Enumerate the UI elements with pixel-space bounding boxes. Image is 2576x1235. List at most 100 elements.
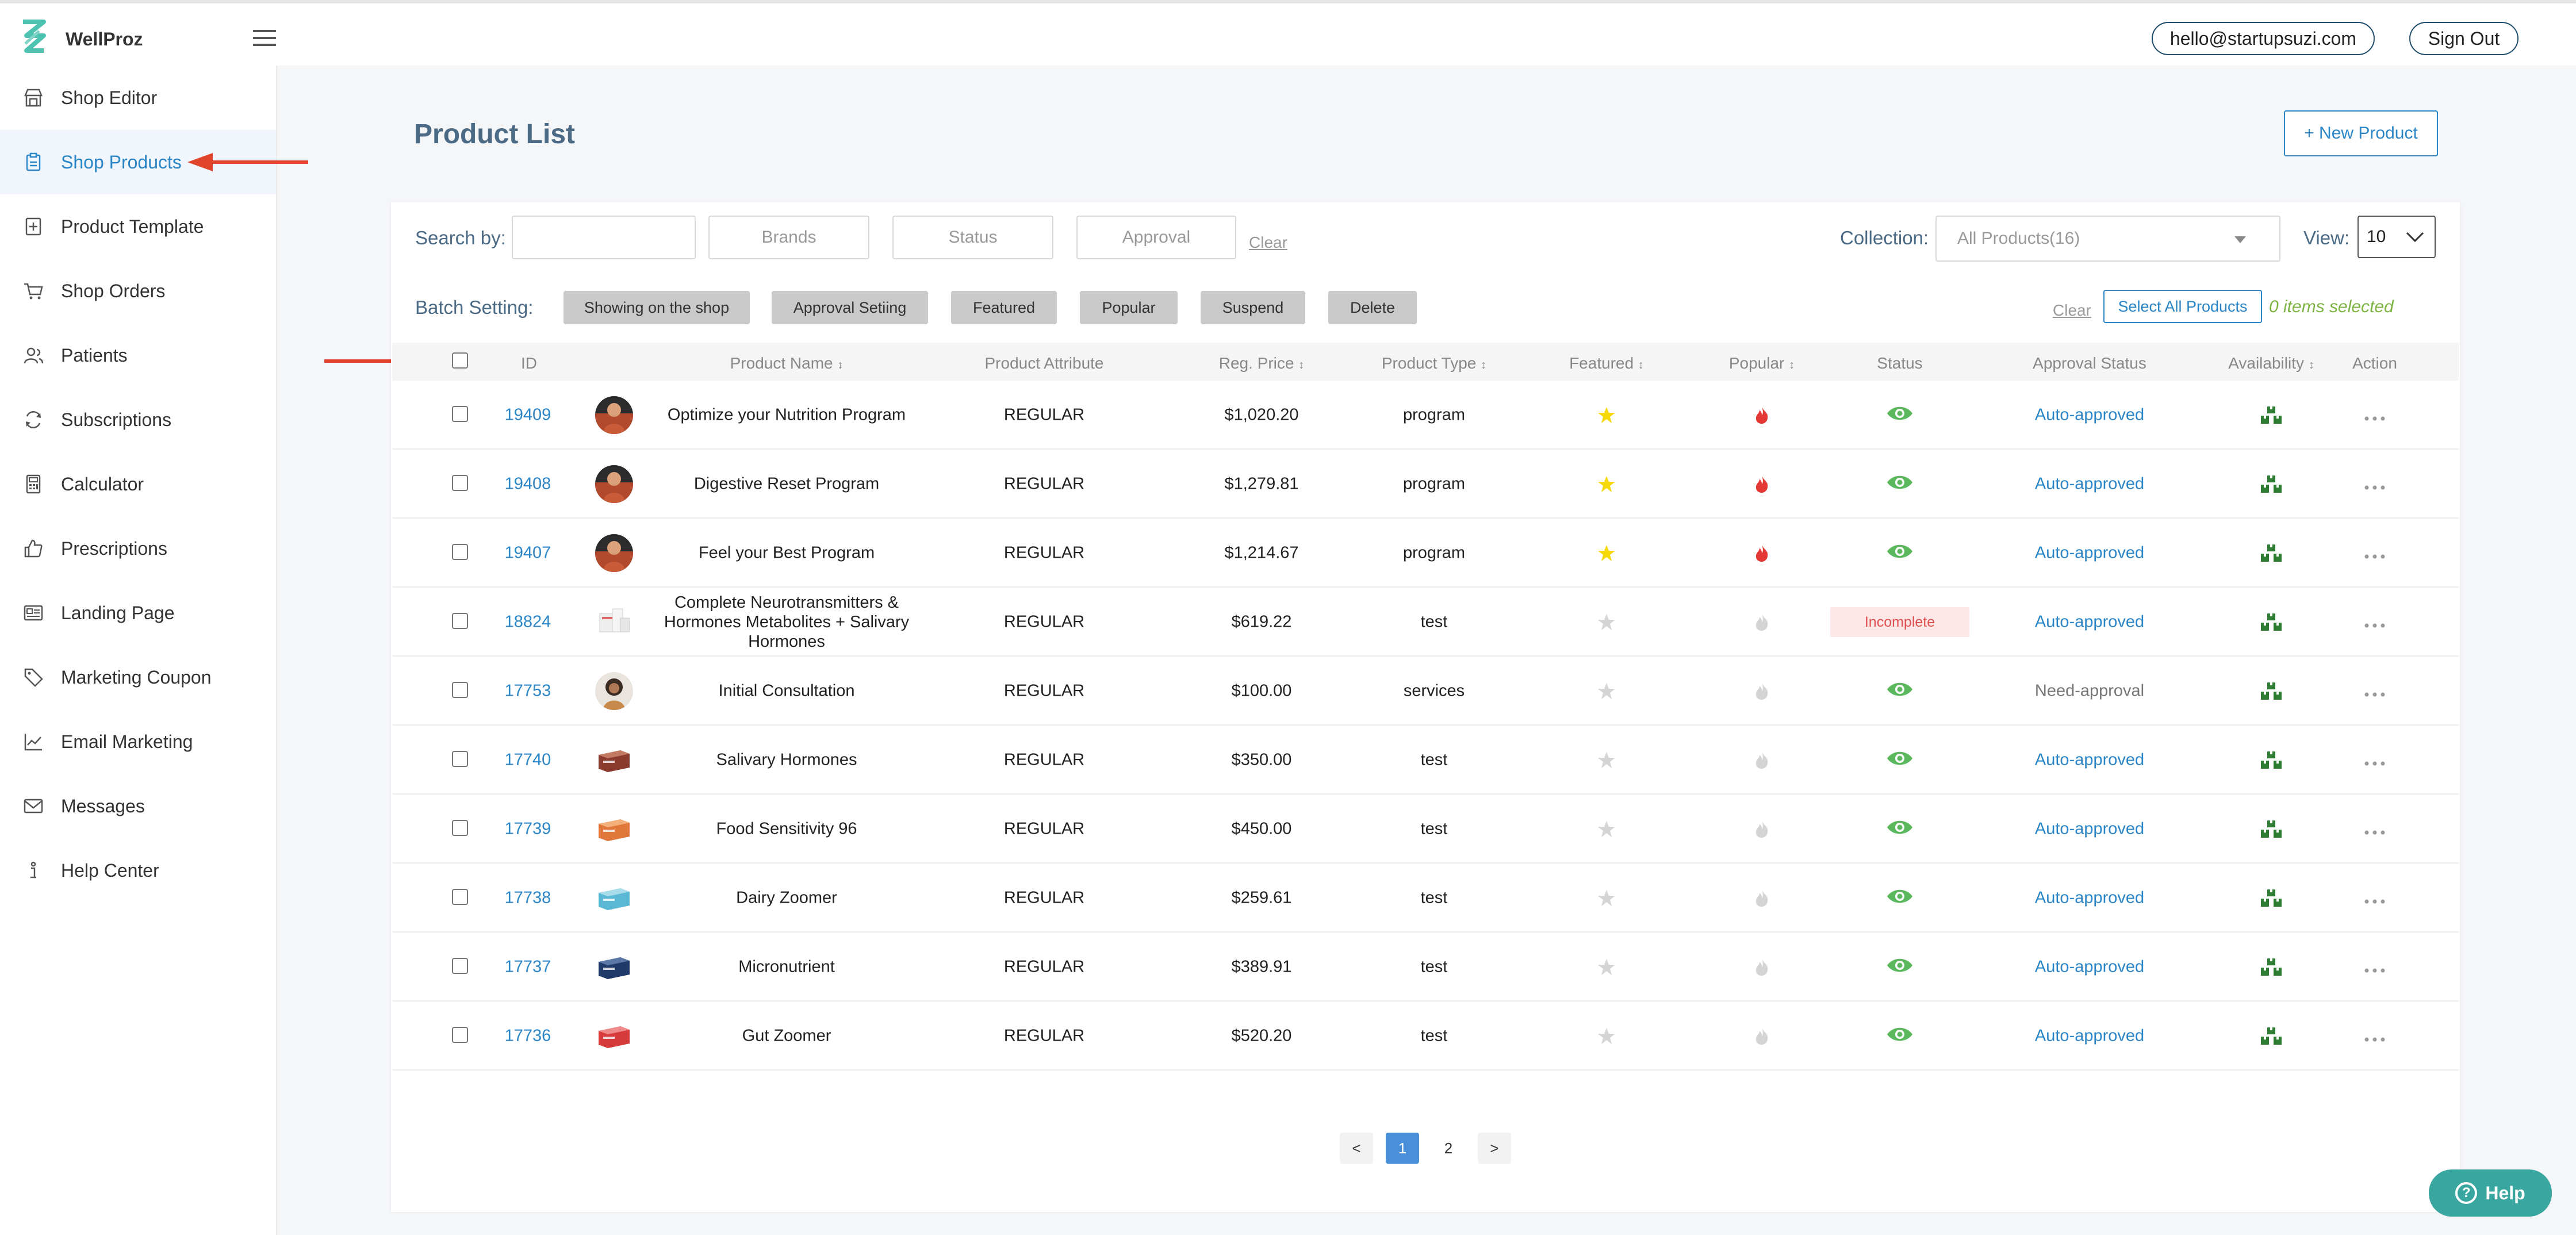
approval-status[interactable]: Auto-approved (2034, 543, 2145, 562)
row-checkbox[interactable] (452, 820, 468, 836)
popular-fire-off-icon[interactable] (1754, 820, 1770, 838)
availability-icon[interactable] (2260, 819, 2283, 839)
more-actions-icon[interactable] (2363, 416, 2386, 421)
more-actions-icon[interactable] (2363, 899, 2386, 904)
sidebar-item-landing-page[interactable]: Landing Page (0, 581, 276, 645)
user-email-pill[interactable]: hello@startupsuzi.com (2152, 22, 2375, 55)
product-id-link[interactable]: 17737 (504, 957, 551, 976)
sidebar-item-email-marketing[interactable]: Email Marketing (0, 709, 276, 774)
page-1-button[interactable]: 1 (1386, 1133, 1419, 1164)
page-2-button[interactable]: 2 (1444, 1139, 1453, 1157)
new-product-button[interactable]: + New Product (2284, 110, 2438, 156)
status-eye-icon[interactable] (1886, 888, 1914, 905)
more-actions-icon[interactable] (2363, 692, 2386, 697)
product-id-link[interactable]: 18824 (504, 612, 551, 631)
popular-fire-off-icon[interactable] (1754, 958, 1770, 976)
sidebar-item-product-template[interactable]: Product Template (0, 194, 276, 259)
popular-fire-icon[interactable] (1754, 406, 1770, 424)
approval-status[interactable]: Auto-approved (2034, 1026, 2145, 1045)
more-actions-icon[interactable] (2363, 554, 2386, 559)
sidebar-item-shop-orders[interactable]: Shop Orders (0, 259, 276, 323)
view-select[interactable]: 10 (2358, 216, 2436, 258)
approval-status[interactable]: Auto-approved (2034, 888, 2145, 907)
approval-status[interactable]: Auto-approved (2034, 474, 2145, 493)
popular-fire-icon[interactable] (1754, 544, 1770, 562)
product-id-link[interactable]: 17738 (504, 888, 551, 907)
more-actions-icon[interactable] (2363, 968, 2386, 973)
approval-filter[interactable]: Approval (1076, 216, 1236, 259)
product-id-link[interactable]: 19407 (504, 543, 551, 562)
header-product-name[interactable]: Product Name ↕ (730, 354, 844, 373)
more-actions-icon[interactable] (2363, 761, 2386, 766)
next-page-button[interactable]: > (1478, 1133, 1511, 1164)
select-all-checkbox[interactable] (452, 352, 468, 369)
batch-delete-button[interactable]: Delete (1328, 291, 1417, 324)
clear-filters-link[interactable]: Clear (1249, 233, 1287, 251)
approval-status[interactable]: Auto-approved (2034, 957, 2145, 976)
product-id-link[interactable]: 17739 (504, 819, 551, 838)
prev-page-button[interactable]: < (1340, 1133, 1373, 1164)
popular-fire-off-icon[interactable] (1754, 613, 1770, 631)
more-actions-icon[interactable] (2363, 623, 2386, 628)
featured-star-icon[interactable] (1597, 475, 1616, 493)
featured-star-off-icon[interactable] (1597, 820, 1616, 838)
sidebar-item-subscriptions[interactable]: Subscriptions (0, 388, 276, 452)
status-eye-icon[interactable] (1886, 543, 1914, 560)
header-reg-price[interactable]: Reg. Price ↕ (1219, 354, 1305, 373)
hamburger-menu-icon[interactable] (253, 30, 276, 46)
clear-selection-link[interactable]: Clear (2053, 301, 2091, 319)
header-availability[interactable]: Availability ↕ (2228, 354, 2314, 373)
row-checkbox[interactable] (452, 751, 468, 767)
row-checkbox[interactable] (452, 544, 468, 560)
product-id-link[interactable]: 19408 (504, 474, 551, 493)
status-eye-icon[interactable] (1886, 1026, 1914, 1043)
availability-icon[interactable] (2260, 612, 2283, 632)
featured-star-off-icon[interactable] (1597, 613, 1616, 631)
header-product-type[interactable]: Product Type ↕ (1382, 354, 1486, 373)
featured-star-icon[interactable] (1597, 544, 1616, 562)
search-input[interactable] (512, 216, 696, 259)
featured-star-off-icon[interactable] (1597, 958, 1616, 976)
product-id-link[interactable]: 17736 (504, 1026, 551, 1045)
status-filter[interactable]: Status (892, 216, 1053, 259)
sidebar-item-shop-editor[interactable]: Shop Editor (0, 66, 276, 130)
sidebar-item-calculator[interactable]: Calculator (0, 452, 276, 516)
batch-popular-button[interactable]: Popular (1080, 291, 1178, 324)
more-actions-icon[interactable] (2363, 485, 2386, 490)
featured-star-off-icon[interactable] (1597, 751, 1616, 769)
help-button[interactable]: ? Help (2429, 1169, 2552, 1217)
availability-icon[interactable] (2260, 543, 2283, 563)
collection-select[interactable]: All Products(16) (1935, 216, 2280, 262)
batch-suspend-button[interactable]: Suspend (1201, 291, 1305, 324)
status-eye-icon[interactable] (1886, 957, 1914, 974)
select-all-products-button[interactable]: Select All Products (2103, 290, 2262, 323)
availability-icon[interactable] (2260, 474, 2283, 494)
header-featured[interactable]: Featured ↕ (1569, 354, 1644, 373)
featured-star-icon[interactable] (1597, 406, 1616, 424)
status-eye-icon[interactable] (1886, 819, 1914, 836)
featured-star-off-icon[interactable] (1597, 889, 1616, 907)
status-eye-icon[interactable] (1886, 474, 1914, 491)
popular-fire-off-icon[interactable] (1754, 682, 1770, 700)
availability-icon[interactable] (2260, 888, 2283, 908)
sidebar-item-marketing-coupon[interactable]: Marketing Coupon (0, 645, 276, 709)
batch-featured-button[interactable]: Featured (951, 291, 1057, 324)
approval-status[interactable]: Auto-approved (2034, 750, 2145, 769)
more-actions-icon[interactable] (2363, 1037, 2386, 1042)
approval-status[interactable]: Auto-approved (2034, 612, 2145, 631)
availability-icon[interactable] (2260, 1026, 2283, 1046)
approval-status[interactable]: Auto-approved (2034, 405, 2145, 424)
availability-icon[interactable] (2260, 750, 2283, 770)
header-popular[interactable]: Popular ↕ (1729, 354, 1795, 373)
product-id-link[interactable]: 19409 (504, 405, 551, 424)
sign-out-button[interactable]: Sign Out (2409, 22, 2518, 55)
availability-icon[interactable] (2260, 681, 2283, 701)
row-checkbox[interactable] (452, 958, 468, 974)
sidebar-item-prescriptions[interactable]: Prescriptions (0, 516, 276, 581)
row-checkbox[interactable] (452, 613, 468, 629)
popular-fire-off-icon[interactable] (1754, 889, 1770, 907)
row-checkbox[interactable] (452, 889, 468, 905)
status-eye-icon[interactable] (1886, 750, 1914, 767)
approval-status[interactable]: Auto-approved (2034, 819, 2145, 838)
sidebar-item-messages[interactable]: Messages (0, 774, 276, 838)
